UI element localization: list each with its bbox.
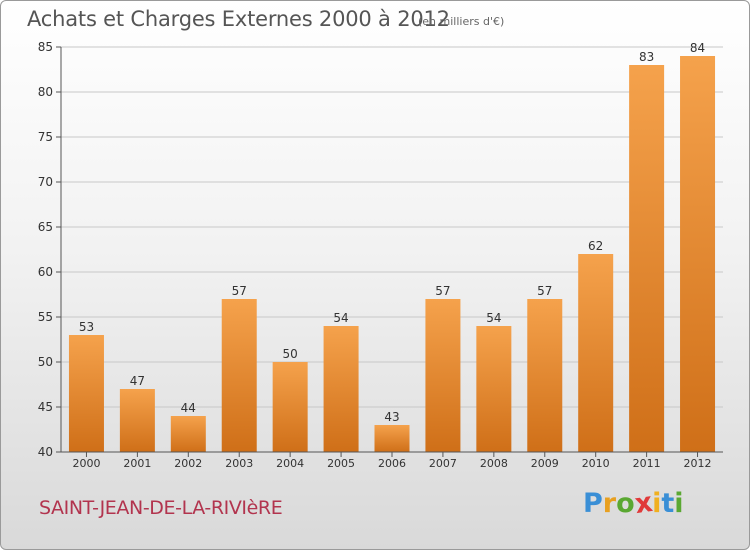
bar [629,65,665,452]
bar-value-label: 83 [639,50,654,64]
y-tick-label: 80 [38,85,53,99]
brand-logo: Proxiti [583,486,684,521]
y-tick-label: 85 [38,40,53,54]
bar-value-label: 43 [384,410,399,424]
bar [323,326,359,452]
bar-value-label: 57 [537,284,552,298]
logo-letter: i [674,488,684,519]
y-tick-label: 40 [38,445,53,459]
bar-value-label: 54 [333,311,348,325]
chart-unit: (en milliers d'€) [418,15,505,28]
bar-value-label: 44 [181,401,196,415]
x-tick-label: 2010 [582,457,610,470]
x-tick-label: 2007 [429,457,457,470]
x-tick-label: 2008 [480,457,508,470]
city-name: SAINT-JEAN-DE-LA-RIVIèRE [39,497,283,519]
bar-value-label: 53 [79,320,94,334]
x-tick-label: 2003 [225,457,253,470]
bar-value-label: 50 [283,347,298,361]
logo-letter: i [652,488,662,519]
x-tick-label: 2012 [684,457,712,470]
x-tick-label: 2009 [531,457,559,470]
x-tick-label: 2002 [174,457,202,470]
bar [425,299,461,452]
bar-value-label: 57 [232,284,247,298]
bar [68,335,104,452]
y-tick-label: 75 [38,130,53,144]
bar-value-label: 57 [435,284,450,298]
logo-letter: o [616,488,635,519]
y-tick-label: 45 [38,400,53,414]
bar [119,389,155,452]
bar-value-label: 84 [690,41,705,55]
x-tick-label: 2004 [276,457,304,470]
bar [680,56,716,452]
bar [374,425,410,452]
bar-value-label: 54 [486,311,501,325]
logo-letter: P [583,488,603,519]
y-tick-label: 70 [38,175,53,189]
y-tick-label: 50 [38,355,53,369]
x-tick-label: 2001 [123,457,151,470]
logo-letter: x [632,486,655,521]
bar-value-label: 47 [130,374,145,388]
x-tick-label: 2000 [72,457,100,470]
x-tick-label: 2011 [633,457,661,470]
bar [272,362,308,452]
chart-title: Achats et Charges Externes 2000 à 2012 [27,7,450,31]
bar [578,254,614,452]
logo-letter: t [661,488,675,519]
bar [221,299,257,452]
x-tick-label: 2005 [327,457,355,470]
y-tick-label: 65 [38,220,53,234]
y-tick-label: 60 [38,265,53,279]
x-tick-label: 2006 [378,457,406,470]
bar-value-label: 62 [588,239,603,253]
bar [527,299,563,452]
bar [476,326,512,452]
logo-letter: r [602,488,617,519]
y-tick-label: 55 [38,310,53,324]
bar [170,416,206,452]
